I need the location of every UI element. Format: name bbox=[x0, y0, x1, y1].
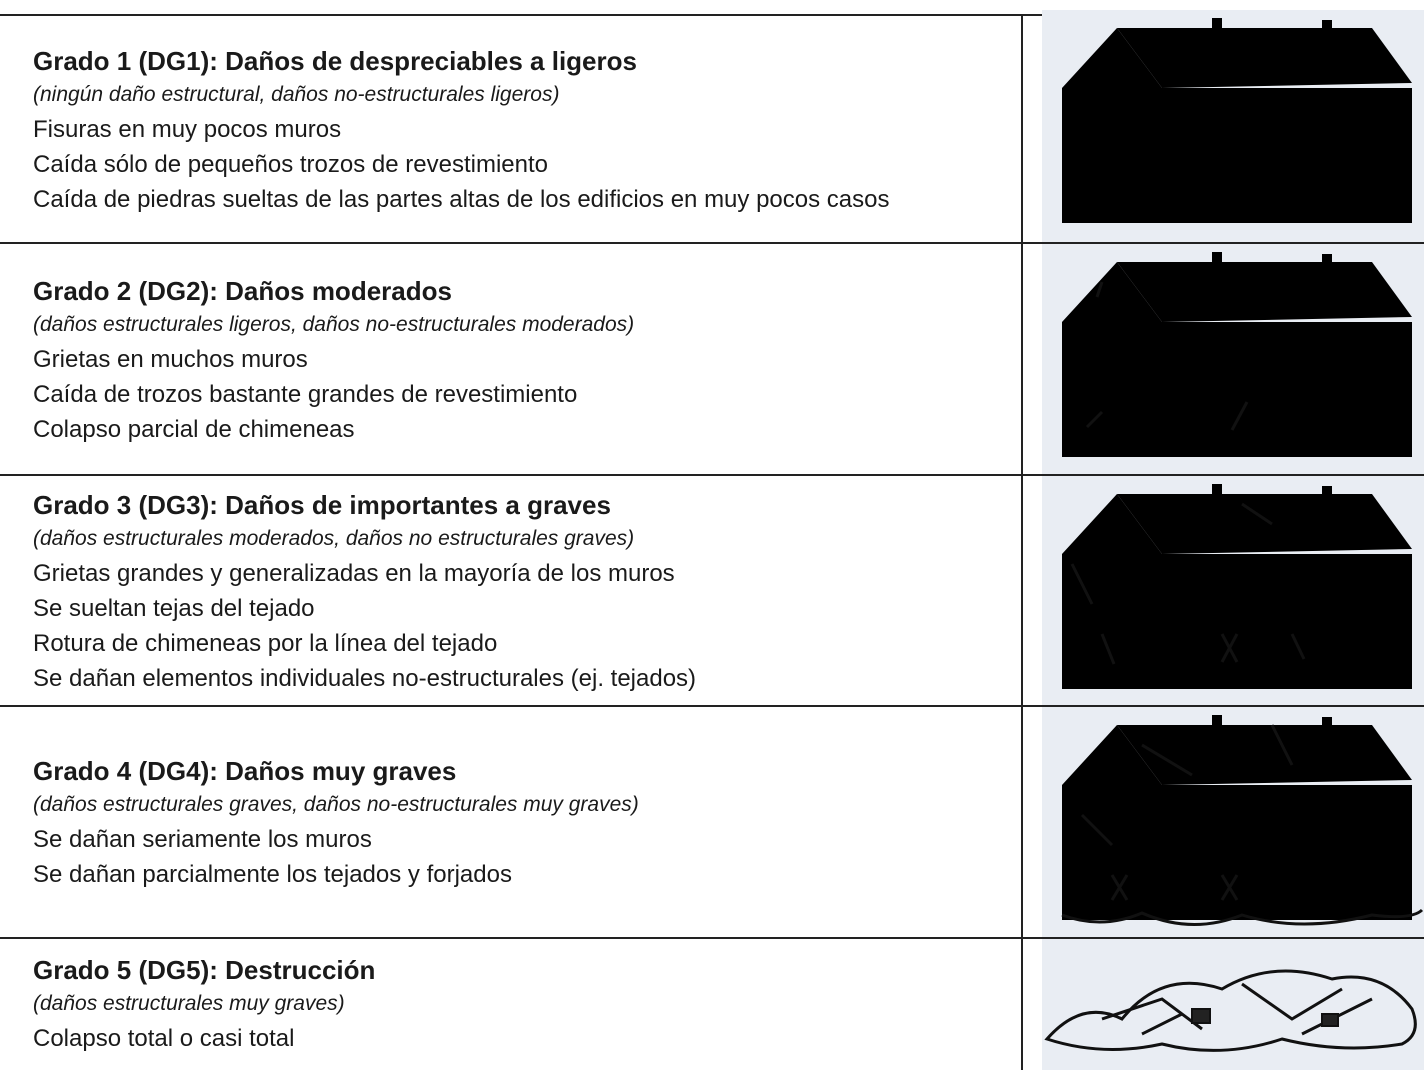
damage-grade-row: Grado 1 (DG1): Daños de despreciables a … bbox=[33, 16, 1013, 244]
grade-subtitle: (daños estructurales graves, daños no-es… bbox=[33, 793, 639, 816]
building-sketch bbox=[1042, 939, 1424, 1070]
row-separator bbox=[0, 937, 1424, 939]
grade-description: Colapso total o casi total bbox=[33, 1025, 295, 1052]
column-separator bbox=[1021, 14, 1023, 1070]
grade-description: Caída de trozos bastante grandes de reve… bbox=[33, 380, 578, 408]
row-separator bbox=[0, 242, 1424, 244]
grade-description: Se sueltan tejas del tejado bbox=[33, 594, 315, 622]
grade-description: Caída sólo de pequeños trozos de revesti… bbox=[33, 150, 548, 178]
grade-title: Grado 2 (DG2): Daños moderados bbox=[33, 275, 452, 306]
damage-grade-row: Grado 5 (DG5): Destrucción (daños estruct… bbox=[33, 939, 1013, 1070]
row-separator bbox=[0, 474, 1424, 476]
grade-title: Grado 5 (DG5): Destrucción bbox=[33, 955, 376, 985]
grade-subtitle: (ningún daño estructural, daños no-estru… bbox=[33, 82, 560, 106]
grade-description: Fisuras en muy pocos muros bbox=[33, 115, 342, 143]
damage-grade-row: Grado 4 (DG4): Daños muy graves (daños es… bbox=[33, 707, 1013, 939]
grade-description: Colapso parcial de chimeneas bbox=[33, 415, 355, 443]
grade-title: Grado 4 (DG4): Daños muy graves bbox=[33, 756, 457, 786]
row-separator bbox=[0, 14, 1424, 16]
grade-title: Grado 3 (DG3): Daños de importantes a gr… bbox=[33, 489, 611, 520]
grade-subtitle: (daños estructurales moderados, daños no… bbox=[33, 526, 635, 550]
grade-description: Se dañan parcialmente los tejados y forj… bbox=[33, 861, 512, 888]
grade-description: Se dañan elementos individuales no-estru… bbox=[33, 664, 697, 692]
damage-grade-row: Grado 3 (DG3): Daños de importantes a gr… bbox=[33, 476, 1013, 707]
grade-subtitle: (daños estructurales muy graves) bbox=[33, 992, 345, 1015]
row-separator bbox=[0, 705, 1424, 707]
grade-subtitle: (daños estructurales ligeros, daños no-e… bbox=[33, 312, 635, 336]
grade-description: Grietas grandes y generalizadas en la ma… bbox=[33, 559, 675, 587]
building-sketch bbox=[1042, 707, 1424, 937]
grade-description: Caída de piedras sueltas de las partes a… bbox=[33, 185, 890, 213]
building-sketch bbox=[1042, 10, 1424, 242]
damage-grade-row: Grado 2 (DG2): Daños moderados (daños est… bbox=[33, 244, 1013, 476]
building-sketch bbox=[1042, 244, 1424, 474]
grade-title: Grado 1 (DG1): Daños de despreciables a … bbox=[33, 45, 637, 76]
building-sketch bbox=[1042, 476, 1424, 705]
grade-description: Rotura de chimeneas por la línea del tej… bbox=[33, 629, 498, 657]
grade-description: Se dañan seriamente los muros bbox=[33, 826, 372, 853]
grade-description: Grietas en muchos muros bbox=[33, 345, 308, 373]
